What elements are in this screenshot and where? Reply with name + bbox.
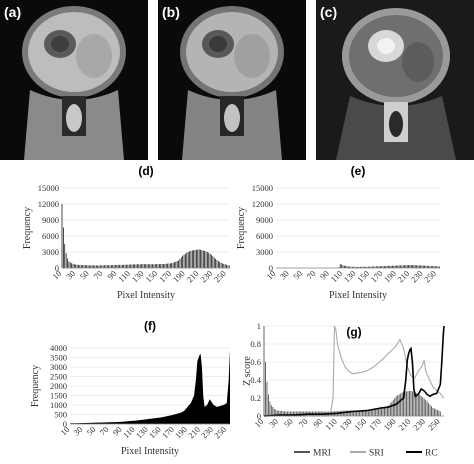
chart-g-ytick-label-4: 0.8 — [250, 339, 261, 349]
chart-f-xtick-label-1: 30 — [71, 424, 84, 437]
chart-f-ytick-label-0: 0 — [63, 419, 67, 429]
chart-g-legend-label-mri: MRI — [313, 449, 331, 459]
brain-scan-image-a — [0, 0, 148, 160]
chart-d-y-axis-title: Frequency — [22, 207, 33, 249]
chart-e-xtick-label-3: 70 — [304, 268, 317, 281]
chart-e-xtick-label-0: 10 — [264, 268, 277, 281]
chart-g-ytick-label-0: 0 — [257, 411, 261, 421]
chart-g-series-rc-line — [263, 325, 445, 417]
chart-f-ytick-label-4: 2000 — [50, 381, 67, 391]
chart-g-panel-label: (g) — [346, 325, 361, 339]
chart-g-ytick-label-2: 0.4 — [250, 375, 261, 385]
chart-g-ytick-label-1: 0.2 — [250, 393, 261, 403]
chart-d-xtick-label-0: 10 — [50, 268, 63, 281]
panel-label-a: (a) — [4, 4, 22, 20]
chart-g-xtick-label-2: 50 — [282, 416, 295, 429]
chart-g-xtick-label-10: 210 — [396, 416, 412, 432]
chart-f-ytick-label-3: 1500 — [50, 391, 67, 401]
chart-f-xtick-label-12: 250 — [212, 424, 228, 440]
chart-e-x-axis-title: Pixel Intensity — [329, 290, 387, 301]
chart-d-xtick-label-3: 70 — [91, 268, 104, 281]
chart-d-ytick-label-3: 9000 — [42, 215, 59, 225]
chart-g-xtick-label-1: 30 — [267, 416, 280, 429]
chart-e-xtick-label-12: 250 — [422, 268, 438, 284]
chart-e-ytick-label-5: 15000 — [252, 183, 273, 193]
chart-e-ytick-label-0: 0 — [269, 263, 273, 273]
chart-g-xtick-label-0: 10 — [252, 416, 265, 429]
chart-e-y-axis-title: Frequency — [236, 207, 247, 249]
chart-f-ytick-label-8: 4000 — [50, 343, 67, 353]
chart-f-area — [70, 349, 230, 424]
chart-f-xtick-label-3: 70 — [98, 424, 111, 437]
chart-g-xtick-label-7: 150 — [352, 416, 368, 432]
chart-e-ytick-label-2: 6000 — [256, 231, 273, 241]
chart-g-xtick-label-11: 230 — [411, 416, 427, 432]
chart-f-x-axis-title: Pixel Intensity — [121, 446, 179, 457]
chart-g-ytick-label-3: 0.6 — [250, 357, 261, 367]
chart-g-legend-label-rc: RC — [425, 449, 438, 459]
chart-d-xtick-label-1: 30 — [64, 268, 77, 281]
chart-g-xtick-label-6: 130 — [337, 416, 353, 432]
chart-f-xtick-label-2: 50 — [84, 424, 97, 437]
chart-d-ytick-label-5: 15000 — [38, 183, 59, 193]
brain-scan-image-c — [316, 0, 474, 160]
chart-g-legend-label-sri: SRI — [369, 449, 384, 459]
chart-f-xtick-label-0: 10 — [58, 424, 71, 437]
chart-d-x-axis-title: Pixel Intensity — [117, 290, 175, 301]
chart-d-ytick-label-2: 6000 — [42, 231, 59, 241]
chart-g-xtick-label-8: 170 — [367, 416, 383, 432]
chart-d-ytick-label-4: 12000 — [38, 199, 59, 209]
mri-image-panel-b: (b) — [158, 0, 306, 160]
chart-g-series-sri-line — [264, 325, 445, 417]
chart-f-xtick-label-4: 90 — [111, 424, 124, 437]
chart-e-panel-label: (e) — [351, 164, 366, 178]
chart-g-xtick-label-3: 70 — [296, 416, 309, 429]
chart-f-ytick-label-6: 3000 — [50, 362, 67, 372]
chart-g-xtick-label-4: 90 — [311, 416, 324, 429]
chart-f-ytick-label-1: 500 — [54, 410, 67, 420]
chart-g-xtick-label-5: 110 — [323, 416, 339, 432]
chart-e-xtick-label-4: 90 — [318, 268, 331, 281]
chart-e-xtick-label-2: 50 — [291, 268, 304, 281]
chart-f-ytick-label-5: 2500 — [50, 372, 67, 382]
chart-f-ytick-label-2: 1000 — [50, 400, 67, 410]
chart-d-ytick-label-0: 0 — [55, 263, 59, 273]
chart-f-panel-label: (f) — [144, 319, 156, 333]
chart-e-ytick-label-4: 12000 — [252, 199, 273, 209]
chart-d-xtick-label-2: 50 — [78, 268, 91, 281]
chart-f-y-axis-title: Frequency — [30, 365, 41, 407]
chart-d-xtick-label-4: 90 — [105, 268, 118, 281]
panel-label-c: (c) — [320, 4, 338, 20]
panel-label-b: (b) — [162, 4, 180, 20]
chart-g-ytick-label-5: 1 — [257, 321, 261, 331]
mri-image-panel-a: (a) — [0, 0, 148, 160]
chart-e-ytick-label-1: 3000 — [256, 247, 273, 257]
chart-e-xtick-label-1: 30 — [278, 268, 291, 281]
chart-d-ytick-label-1: 3000 — [42, 247, 59, 257]
chart-d-panel-label: (d) — [138, 164, 153, 178]
chart-g-xtick-label-12: 250 — [426, 416, 442, 432]
chart-e-ytick-label-3: 9000 — [256, 215, 273, 225]
chart-g-xtick-label-9: 190 — [382, 416, 398, 432]
mri-image-panel-c: (c) — [316, 0, 474, 160]
chart-f-ytick-label-7: 3500 — [50, 353, 67, 363]
chart-g-y-axis-title: Z score — [242, 356, 253, 386]
brain-scan-image-b — [158, 0, 306, 160]
chart-d-xtick-label-12: 250 — [212, 268, 228, 284]
